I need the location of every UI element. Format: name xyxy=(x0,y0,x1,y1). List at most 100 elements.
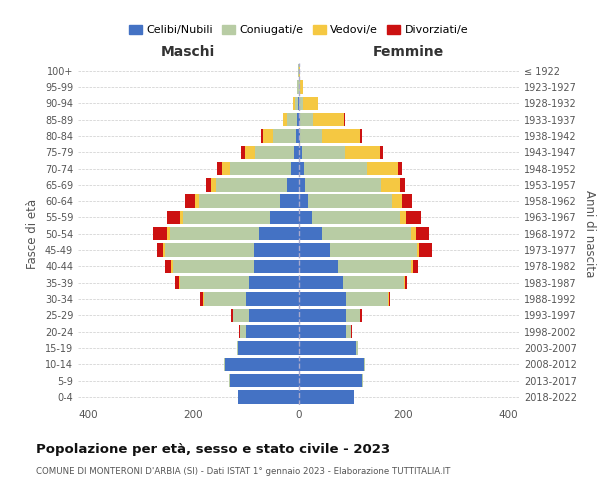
Bar xyxy=(287,113,298,126)
Bar xyxy=(233,308,248,322)
Bar xyxy=(171,260,173,273)
Bar xyxy=(194,194,199,208)
Bar xyxy=(295,96,298,110)
Bar xyxy=(412,260,413,273)
Bar xyxy=(313,113,344,126)
Bar xyxy=(259,227,299,240)
Bar xyxy=(398,162,403,175)
Bar xyxy=(392,194,403,208)
Bar xyxy=(283,113,287,126)
Bar xyxy=(224,358,225,371)
Bar xyxy=(299,96,303,110)
Bar xyxy=(164,260,171,273)
Bar xyxy=(236,341,238,354)
Bar xyxy=(300,80,303,94)
Bar xyxy=(299,129,300,142)
Bar xyxy=(406,211,421,224)
Bar xyxy=(416,227,428,240)
Bar xyxy=(204,292,246,306)
Bar xyxy=(173,260,254,273)
Bar xyxy=(238,341,299,354)
Bar xyxy=(382,178,400,192)
Bar xyxy=(299,211,311,224)
Bar xyxy=(311,211,400,224)
Bar xyxy=(203,292,204,306)
Bar xyxy=(167,227,170,240)
Bar xyxy=(232,308,233,322)
Bar xyxy=(299,358,364,371)
Bar xyxy=(238,390,299,404)
Bar xyxy=(175,276,179,289)
Bar xyxy=(225,358,299,371)
Bar xyxy=(254,244,299,256)
Bar xyxy=(296,129,299,142)
Bar xyxy=(245,146,255,159)
Bar xyxy=(403,194,412,208)
Bar xyxy=(299,146,302,159)
Bar xyxy=(299,374,361,387)
Bar xyxy=(400,211,406,224)
Y-axis label: Fasce di età: Fasce di età xyxy=(26,198,39,269)
Bar xyxy=(404,276,407,289)
Bar xyxy=(185,194,194,208)
Bar xyxy=(183,211,269,224)
Bar xyxy=(298,113,299,126)
Bar xyxy=(163,244,164,256)
Bar xyxy=(298,80,299,94)
Text: Maschi: Maschi xyxy=(161,45,215,59)
Bar xyxy=(308,194,392,208)
Bar xyxy=(299,260,338,273)
Bar xyxy=(303,96,318,110)
Bar xyxy=(361,374,362,387)
Bar xyxy=(330,244,416,256)
Bar xyxy=(346,325,351,338)
Bar xyxy=(164,244,254,256)
Bar xyxy=(413,260,418,273)
Bar xyxy=(299,194,308,208)
Bar xyxy=(299,390,353,404)
Bar xyxy=(240,325,246,338)
Bar xyxy=(299,325,346,338)
Legend: Celibi/Nubili, Coniugati/e, Vedovi/e, Divorziati/e: Celibi/Nubili, Coniugati/e, Vedovi/e, Di… xyxy=(124,20,473,40)
Bar xyxy=(211,178,216,192)
Text: COMUNE DI MONTERONI D'ARBIA (SI) - Dati ISTAT 1° gennaio 2023 - Elaborazione TUT: COMUNE DI MONTERONI D'ARBIA (SI) - Dati … xyxy=(36,468,451,476)
Bar xyxy=(295,146,299,159)
Y-axis label: Anni di nascita: Anni di nascita xyxy=(583,190,596,278)
Bar xyxy=(229,374,230,387)
Bar xyxy=(179,276,181,289)
Bar xyxy=(200,292,203,306)
Bar xyxy=(346,308,361,322)
Bar xyxy=(230,374,299,387)
Bar xyxy=(269,211,299,224)
Bar xyxy=(199,194,280,208)
Bar xyxy=(302,146,344,159)
Bar xyxy=(248,308,299,322)
Bar xyxy=(299,276,343,289)
Bar xyxy=(343,276,404,289)
Bar xyxy=(389,292,391,306)
Bar xyxy=(344,113,345,126)
Bar xyxy=(388,292,389,306)
Bar xyxy=(254,260,299,273)
Text: Femmine: Femmine xyxy=(373,45,445,59)
Bar xyxy=(356,341,358,354)
Bar xyxy=(412,227,416,240)
Bar xyxy=(400,178,405,192)
Bar xyxy=(248,276,299,289)
Bar xyxy=(206,178,211,192)
Bar xyxy=(246,292,299,306)
Text: Popolazione per età, sesso e stato civile - 2023: Popolazione per età, sesso e stato civil… xyxy=(36,442,390,456)
Bar xyxy=(364,358,365,371)
Bar xyxy=(230,162,290,175)
Bar xyxy=(167,211,181,224)
Bar xyxy=(322,129,360,142)
Bar xyxy=(152,227,167,240)
Bar xyxy=(299,341,356,354)
Bar xyxy=(170,227,259,240)
Bar xyxy=(216,178,287,192)
Bar xyxy=(305,178,382,192)
Bar xyxy=(263,129,273,142)
Bar xyxy=(241,146,245,159)
Bar xyxy=(419,244,433,256)
Bar xyxy=(299,162,304,175)
